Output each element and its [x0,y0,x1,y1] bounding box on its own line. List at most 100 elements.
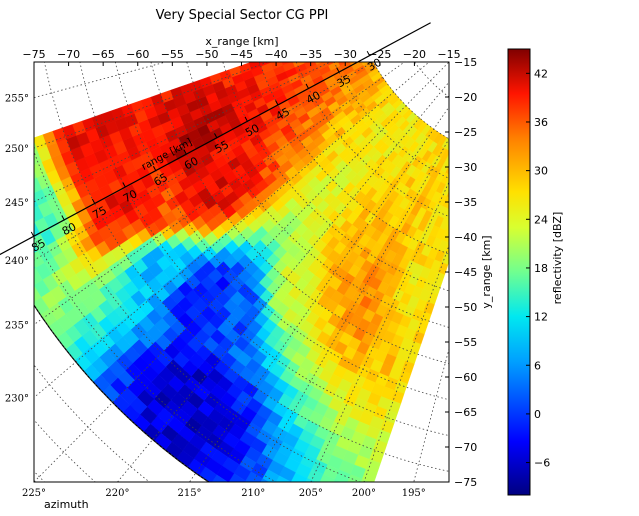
colorbar-tick-label: 36 [534,116,548,129]
data-cell [461,182,470,194]
data-cell [360,62,370,66]
data-cell [228,473,246,482]
data-cell [339,34,351,43]
data-cell [347,474,363,482]
chart-title: Very Special Sector CG PPI [156,8,329,23]
data-cell [10,215,25,232]
x-tick-label: −75 [22,48,45,61]
azimuth-left-label: 255° [5,94,29,105]
x-tick-label: −35 [299,48,322,61]
data-cell [247,497,264,513]
azimuth-label: azimuth [44,498,89,511]
reflectivity-cells [0,29,478,516]
data-cell [277,501,294,516]
data-cell [459,147,468,159]
colorbar-tick-label: 12 [534,311,548,324]
data-cell [350,34,361,43]
azimuth-left-label: 235° [5,321,29,332]
colorbar-tick-label: −6 [534,457,550,470]
azimuth-bottom-label: 200° [352,488,376,499]
data-cell [8,157,22,173]
data-cell [302,513,319,516]
data-cell [463,149,472,161]
azimuth-left-label: 230° [5,394,29,405]
colorbar-tick-label: 24 [534,213,548,226]
data-cell [308,39,320,48]
y-tick-label: −70 [454,441,477,454]
data-cell [0,177,8,194]
azimuth-bottom-label: 215° [177,488,201,499]
data-cell [450,142,459,154]
data-cell [321,46,333,55]
data-cell [260,478,270,482]
data-cell [34,243,38,254]
x-tick-label: −65 [92,48,115,61]
data-cell [305,477,316,482]
data-cell [323,499,339,514]
azimuth-left-label: 240° [5,256,29,267]
data-cell [333,479,342,482]
data-cell [18,273,34,291]
y-tick-label: −30 [454,161,477,174]
colorbar-tick-label: 42 [534,67,548,80]
azimuth-left-label: 245° [5,198,29,209]
data-cell [281,491,298,507]
data-cell [317,36,329,45]
azimuth-bottom-label: 220° [105,488,129,499]
data-cell [211,474,229,482]
x-tick-label: −20 [403,48,426,61]
data-cell [294,497,311,512]
colorbar-tick-label: 18 [534,262,548,275]
y-tick-label: −15 [454,56,477,69]
range-tick [30,231,35,237]
x-ticks: −75 −70 −65 −60 −55 −50 −45 −40 −35 −30 −25 −20 −15 [22,48,461,66]
y-tick-label: −65 [454,406,477,419]
data-cell [450,211,460,223]
data-cell [327,32,339,41]
data-cell [348,30,359,38]
x-tick-label: −40 [264,48,287,61]
y-ticks: −15 −20 −25 −30 −35 −40 −45 −50 −55 −60 −65 −70 −75 [445,56,477,489]
x-tick-label: −55 [161,48,184,61]
y-tick-label: −75 [454,476,477,489]
x-tick-label: −70 [57,48,80,61]
data-cell [456,213,465,225]
data-cell [13,170,28,186]
data-cell [288,46,300,56]
y-tick-label: −55 [454,336,477,349]
azimuth-left-ticks: 255° 250° 245° 240° 235° 230° [5,94,29,405]
data-cell [34,279,51,298]
colorbar-label: reflectivity [dBZ] [551,212,564,305]
data-cell [319,473,335,482]
data-cell [360,478,372,482]
azimuth-bottom-label: 225° [22,488,46,499]
data-cell [18,182,33,198]
data-cell [348,509,364,516]
x-axis-label: x_range [km] [205,35,278,48]
data-cell [272,510,289,516]
azimuth-left-label: 250° [5,144,29,155]
data-cell [34,285,42,303]
data-cell [470,174,478,186]
x-tick-label: −30 [334,48,357,61]
data-cell [0,224,6,241]
y-tick-label: −50 [454,301,477,314]
data-cell [319,508,336,516]
data-cell [34,221,35,223]
y-tick-label: −35 [454,196,477,209]
data-cell [275,475,292,482]
data-cell [0,165,3,182]
data-cell [3,174,18,190]
data-cell [0,207,10,224]
colorbar-tick-label: 6 [534,359,541,372]
data-cell [451,177,460,189]
data-cell [337,29,349,37]
azimuth-bottom-label: 210° [241,488,265,499]
data-cell [0,161,12,177]
data-cell [335,504,351,516]
colorbar-tick-label: 0 [534,408,541,421]
y-axis-label: y_range [km] [480,235,493,308]
data-cell [289,507,306,516]
data-cell [0,194,4,211]
data-cell [34,250,45,269]
